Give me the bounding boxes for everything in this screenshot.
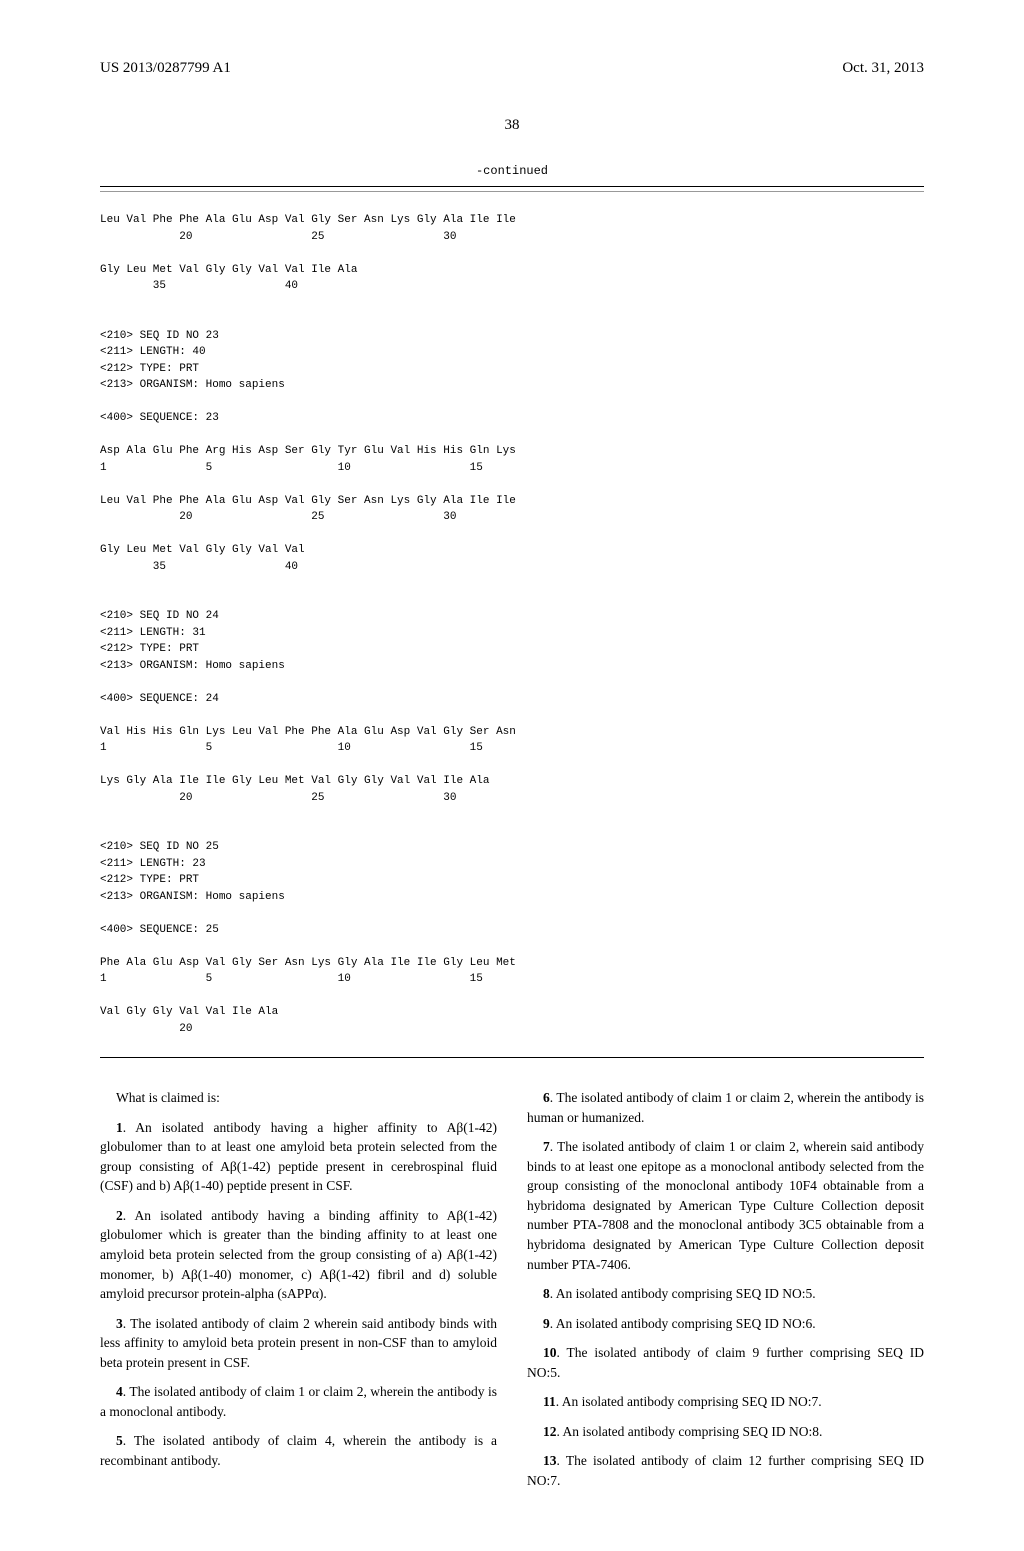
publication-number: US 2013/0287799 A1: [100, 60, 231, 77]
bottom-rule: [100, 1057, 924, 1058]
claim-text-7: . The isolated antibody of claim 1 or cl…: [527, 1139, 924, 1271]
publication-date: Oct. 31, 2013: [842, 60, 924, 77]
claim-text-10: . The isolated antibody of claim 9 furth…: [527, 1345, 924, 1380]
sequence-listing: Leu Val Phe Phe Ala Glu Asp Val Gly Ser …: [100, 212, 924, 1037]
claim-text-9: . An isolated antibody comprising SEQ ID…: [550, 1316, 816, 1331]
claims-columns: What is claimed is: 1. An isolated antib…: [100, 1088, 924, 1501]
continued-label: -continued: [100, 164, 924, 178]
claim-7: 7. The isolated antibody of claim 1 or c…: [527, 1137, 924, 1274]
claim-num-13: 13: [543, 1453, 557, 1468]
claim-text-1: . An isolated antibody having a higher a…: [100, 1120, 497, 1194]
claim-9: 9. An isolated antibody comprising SEQ I…: [527, 1314, 924, 1334]
claim-text-2: . An isolated antibody having a binding …: [100, 1208, 497, 1301]
claim-text-8: . An isolated antibody comprising SEQ ID…: [550, 1286, 816, 1301]
claim-num-7: 7: [543, 1139, 550, 1154]
claim-13: 13. The isolated antibody of claim 12 fu…: [527, 1451, 924, 1490]
claim-num-2: 2: [116, 1208, 123, 1223]
claim-8: 8. An isolated antibody comprising SEQ I…: [527, 1284, 924, 1304]
claim-text-5: . The isolated antibody of claim 4, wher…: [100, 1433, 497, 1468]
claim-text-4: . The isolated antibody of claim 1 or cl…: [100, 1384, 497, 1419]
left-column: What is claimed is: 1. An isolated antib…: [100, 1088, 497, 1501]
claim-num-10: 10: [543, 1345, 557, 1360]
claim-text-13: . The isolated antibody of claim 12 furt…: [527, 1453, 924, 1488]
page-header: US 2013/0287799 A1 Oct. 31, 2013: [100, 60, 924, 77]
claim-1: 1. An isolated antibody having a higher …: [100, 1118, 497, 1196]
claim-text-11: . An isolated antibody comprising SEQ ID…: [556, 1394, 822, 1409]
claim-num-1: 1: [116, 1120, 123, 1135]
claim-3: 3. The isolated antibody of claim 2 wher…: [100, 1314, 497, 1373]
claim-num-5: 5: [116, 1433, 123, 1448]
claim-10: 10. The isolated antibody of claim 9 fur…: [527, 1343, 924, 1382]
claim-num-11: 11: [543, 1394, 556, 1409]
page-number: 38: [100, 117, 924, 134]
claim-num-3: 3: [116, 1316, 123, 1331]
right-column: 6. The isolated antibody of claim 1 or c…: [527, 1088, 924, 1501]
claim-num-12: 12: [543, 1424, 557, 1439]
claim-text-6: . The isolated antibody of claim 1 or cl…: [527, 1090, 924, 1125]
claim-num-6: 6: [543, 1090, 550, 1105]
claim-2: 2. An isolated antibody having a binding…: [100, 1206, 497, 1304]
thin-rule: [100, 191, 924, 192]
claim-12: 12. An isolated antibody comprising SEQ …: [527, 1422, 924, 1442]
claim-4: 4. The isolated antibody of claim 1 or c…: [100, 1382, 497, 1421]
claim-text-3: . The isolated antibody of claim 2 where…: [100, 1316, 497, 1370]
claim-num-9: 9: [543, 1316, 550, 1331]
claim-6: 6. The isolated antibody of claim 1 or c…: [527, 1088, 924, 1127]
claim-num-4: 4: [116, 1384, 123, 1399]
top-rule: [100, 186, 924, 187]
claim-5: 5. The isolated antibody of claim 4, whe…: [100, 1431, 497, 1470]
claim-11: 11. An isolated antibody comprising SEQ …: [527, 1392, 924, 1412]
claim-num-8: 8: [543, 1286, 550, 1301]
claim-text-12: . An isolated antibody comprising SEQ ID…: [557, 1424, 823, 1439]
claims-intro: What is claimed is:: [100, 1088, 497, 1108]
